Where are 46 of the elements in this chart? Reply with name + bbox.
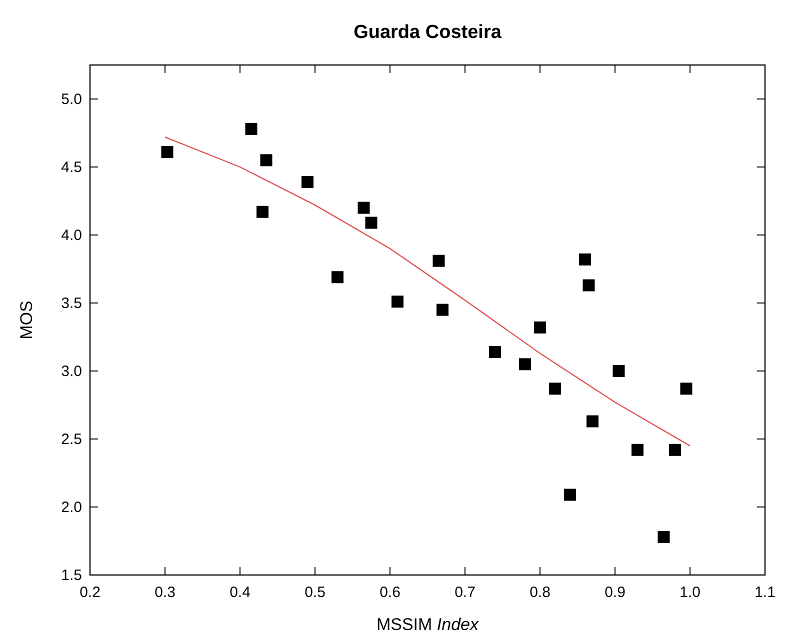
y-tick-label: 2.0 — [61, 499, 82, 516]
line-series — [164, 136, 691, 446]
point — [161, 146, 174, 158]
point — [582, 279, 595, 292]
y-tick-label: 1.5 — [61, 567, 82, 584]
point — [658, 530, 670, 543]
point — [549, 382, 561, 395]
point — [680, 382, 692, 395]
x-axis-title: MSSIM Index — [376, 615, 480, 634]
x-tick-label: 0.7 — [454, 584, 476, 601]
point — [256, 206, 268, 218]
point — [579, 253, 591, 266]
point — [612, 365, 625, 377]
point — [519, 358, 531, 370]
chart-title: Guarda Costeira — [354, 22, 502, 43]
x-tick-label: 0.2 — [80, 584, 100, 601]
point — [534, 321, 546, 334]
y-tick-label: 3.0 — [61, 363, 82, 380]
point — [586, 415, 598, 428]
point — [669, 444, 681, 456]
point — [392, 296, 404, 308]
point — [302, 176, 314, 188]
y-tick-label: 5.0 — [61, 91, 82, 108]
point — [358, 202, 370, 214]
point — [332, 271, 344, 284]
point — [365, 216, 378, 229]
point — [432, 254, 445, 267]
x-tick-label: 1.0 — [680, 584, 700, 601]
y-axis-title: MOS — [17, 300, 36, 340]
y-tick-label: 2.5 — [61, 431, 82, 448]
x-tick-label: 1.1 — [754, 584, 776, 601]
point — [436, 304, 448, 316]
point — [260, 154, 272, 166]
y-tick-label: 4.5 — [61, 159, 82, 176]
x-tick-label: 0.8 — [530, 584, 550, 601]
point — [245, 122, 258, 135]
x-tick-label: 0.5 — [304, 584, 326, 601]
point — [632, 444, 644, 456]
x-tick-label: 0.9 — [604, 584, 626, 601]
x-tick-label: 0.4 — [230, 584, 250, 601]
point — [489, 346, 501, 358]
y-tick-label: 3.5 — [61, 295, 82, 312]
point — [564, 488, 576, 501]
x-tick-label: 0.6 — [380, 584, 400, 601]
x-tick-label: 0.3 — [154, 584, 176, 601]
y-tick-label: 4.0 — [61, 227, 82, 244]
